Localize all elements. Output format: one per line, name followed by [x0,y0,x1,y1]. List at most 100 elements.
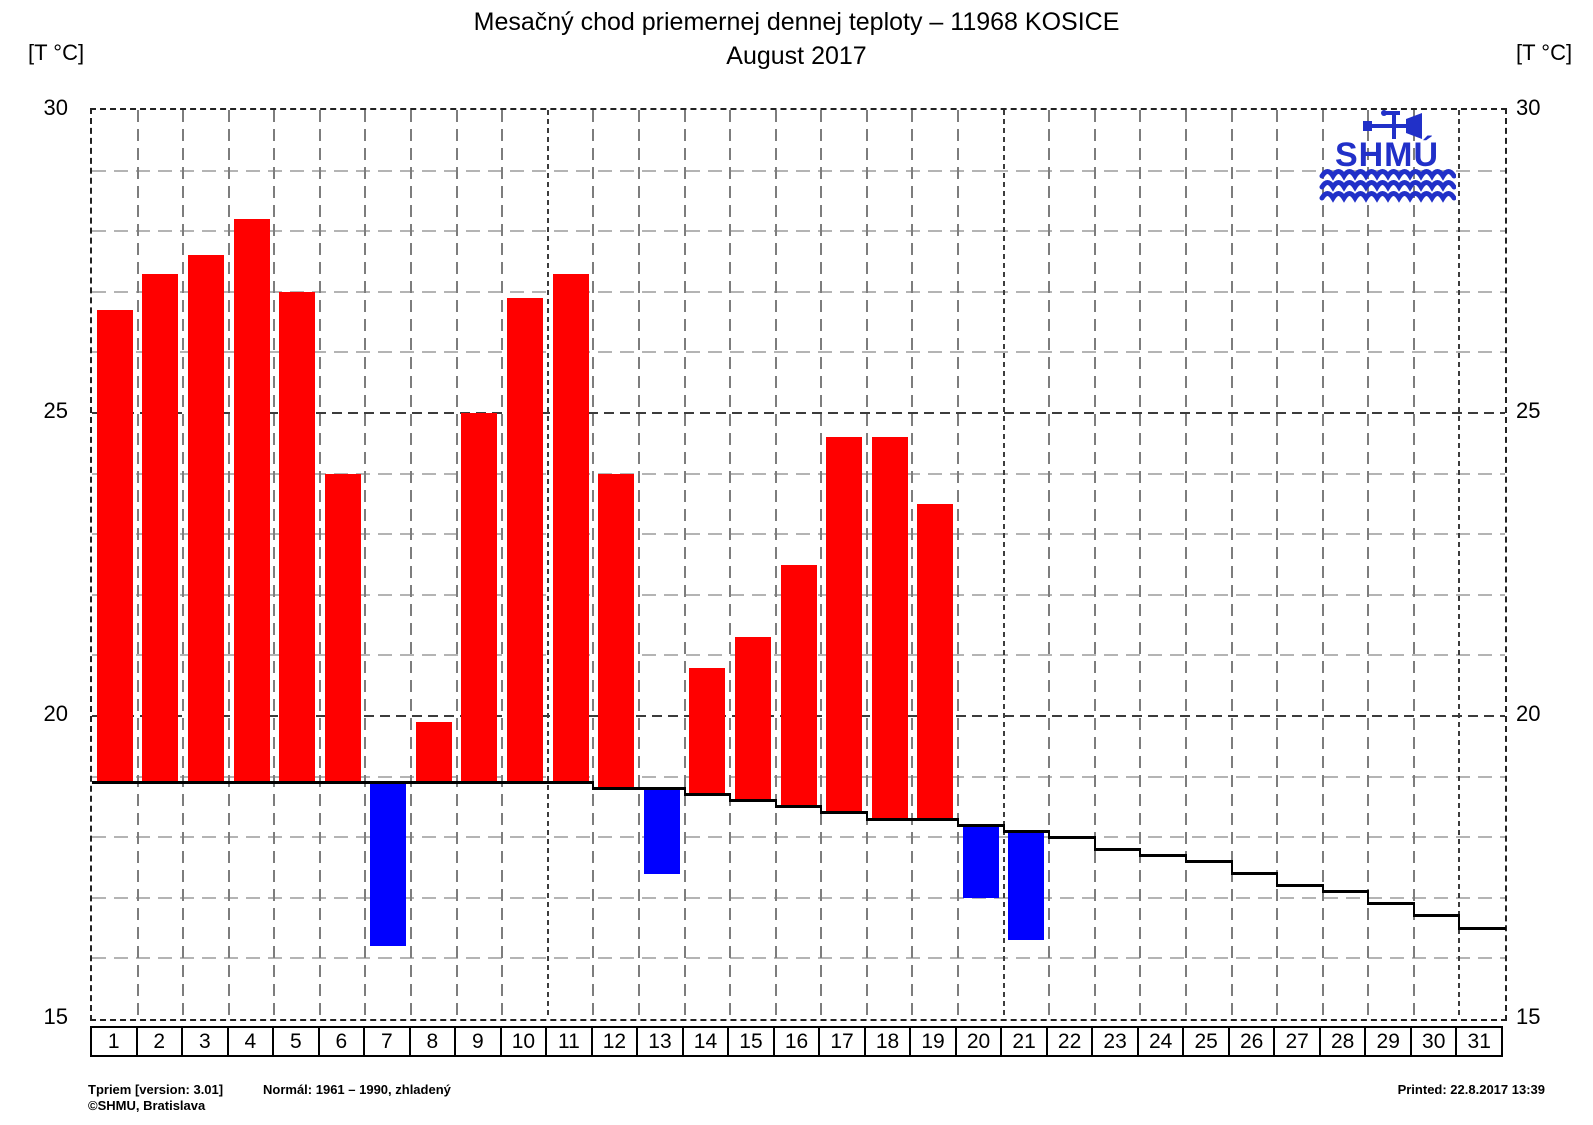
y-tick-right-15: 15 [1516,1004,1541,1029]
bar-above-normal-day-14 [689,667,726,795]
page-subtitle: August 2017 [726,42,867,70]
normal-line-step-25 [1230,859,1233,876]
logo-waves [1319,169,1456,203]
day-label-17: 17 [818,1028,864,1055]
normal-line-step-23 [1139,847,1142,857]
normal-line-day-9 [456,781,503,785]
bar-above-normal-day-5 [279,291,316,783]
gridline-v-day7 [410,110,413,1019]
bar-above-normal-day-10 [507,297,544,783]
gridline-v-day25 [1230,110,1233,1019]
gridline-v-day22 [1093,110,1096,1019]
gridline-h-27 [92,290,1505,293]
footer-program-line: Tpriem [version: 3.01] [88,1082,224,1097]
gridline-h-17 [92,896,1505,899]
footer-normal-info: Normál: 1961 – 1990, zhladený [263,1082,451,1097]
normal-line-day-31 [1459,926,1506,930]
gridline-h-25 [92,412,1505,414]
normal-line-step-14 [729,793,732,803]
day-label-29: 29 [1364,1028,1410,1055]
normal-line-day-11 [547,781,594,785]
normal-line-day-7 [365,781,412,785]
day-label-14: 14 [681,1028,728,1055]
normal-line-step-20 [1002,823,1005,833]
gridline-h-23 [92,533,1505,536]
normal-line-day-4 [228,781,275,785]
normal-line-day-20 [958,823,1005,827]
day-label-16: 16 [772,1028,819,1055]
bar-above-normal-day-16 [780,564,817,807]
normal-line-step-17 [865,811,868,821]
gridline-v-day13 [683,110,686,1019]
normal-line-day-6 [319,781,367,785]
gridline-v-day3 [227,110,230,1019]
gridline-v-day10 [546,110,549,1019]
normal-line-step-24 [1184,853,1187,863]
bar-above-normal-day-18 [871,437,908,819]
bar-below-normal-day-21 [1008,831,1045,941]
gridline-v-day5 [318,110,321,1019]
x-axis-day-row: 1 2 3 4 5 6 7 8 9 10 11 12 13 14 15 16 17 18 19 20 21 22 23 24 2… [90,1026,1503,1057]
footer-organisation-line: ©SHMU, Bratislava [88,1098,206,1113]
y-tick-left-30: 30 [43,95,68,120]
day-label-8: 8 [408,1028,455,1055]
bar-above-normal-day-11 [552,273,589,783]
y-axis-unit-left: [T °C] [28,40,85,65]
gridline-h-29 [92,169,1505,172]
y-tick-left-15: 15 [43,1004,68,1029]
bar-above-normal-day-8 [415,722,452,783]
bar-above-normal-day-6 [324,473,361,783]
gridline-v-day23 [1139,110,1142,1019]
day-label-21: 21 [1000,1028,1046,1055]
gridline-v-day12 [637,110,640,1019]
normal-line-step-28 [1367,890,1370,906]
normal-line-step-15 [774,799,777,809]
footer-program-info: Tpriem [version: 3.01] ©SHMU, Bratislava [88,1082,223,1114]
day-label-11: 11 [545,1028,591,1055]
normal-line-day-18 [866,817,914,821]
normal-line-step-16 [820,805,823,815]
day-label-7: 7 [363,1028,409,1055]
normal-line-day-2 [137,781,184,785]
weather-vane-icon [1363,110,1422,139]
gridline-v-day1 [136,110,139,1019]
page-title: Mesačný chod priemernej dennej teploty –… [473,8,1120,36]
normal-line-day-27 [1277,884,1324,888]
day-label-28: 28 [1318,1028,1365,1055]
gridline-v-day20 [1002,110,1005,1019]
normal-line-step-19 [957,817,960,827]
bar-above-normal-day-12 [598,473,635,789]
gridline-h-18 [92,836,1505,839]
normal-line-day-19 [912,817,959,821]
day-label-27: 27 [1273,1028,1319,1055]
day-label-2: 2 [135,1028,182,1055]
gridline-v-day6 [364,110,367,1019]
gridline-h-16 [92,957,1505,960]
day-label-20: 20 [954,1028,1001,1055]
normal-line-step-27 [1321,884,1324,894]
day-label-25: 25 [1182,1028,1228,1055]
day-label-22: 22 [1045,1028,1092,1055]
normal-line-day-26 [1231,872,1278,876]
gridline-v-day27 [1321,110,1324,1019]
gridline-v-day28 [1367,110,1370,1019]
day-label-9: 9 [454,1028,500,1055]
y-axis-unit-right: [T °C] [1516,40,1573,65]
y-tick-left-20: 20 [43,701,68,726]
gridline-v-day18 [911,110,914,1019]
gridline-h-26 [92,351,1505,354]
day-label-3: 3 [181,1028,227,1055]
gridline-v-day19 [957,110,960,1019]
day-label-13: 13 [636,1028,682,1055]
gridline-v-day11 [592,110,595,1019]
gridline-v-day26 [1276,110,1279,1019]
bar-above-normal-day-2 [142,273,179,783]
normal-line-step-30 [1458,914,1461,930]
gridline-v-day24 [1184,110,1187,1019]
normal-line-day-16 [775,805,822,809]
day-label-4: 4 [226,1028,273,1055]
gridline-v-day2 [182,110,185,1019]
bar-above-normal-day-19 [917,503,954,819]
normal-line-day-28 [1322,890,1369,894]
normal-line-day-12 [593,787,640,791]
